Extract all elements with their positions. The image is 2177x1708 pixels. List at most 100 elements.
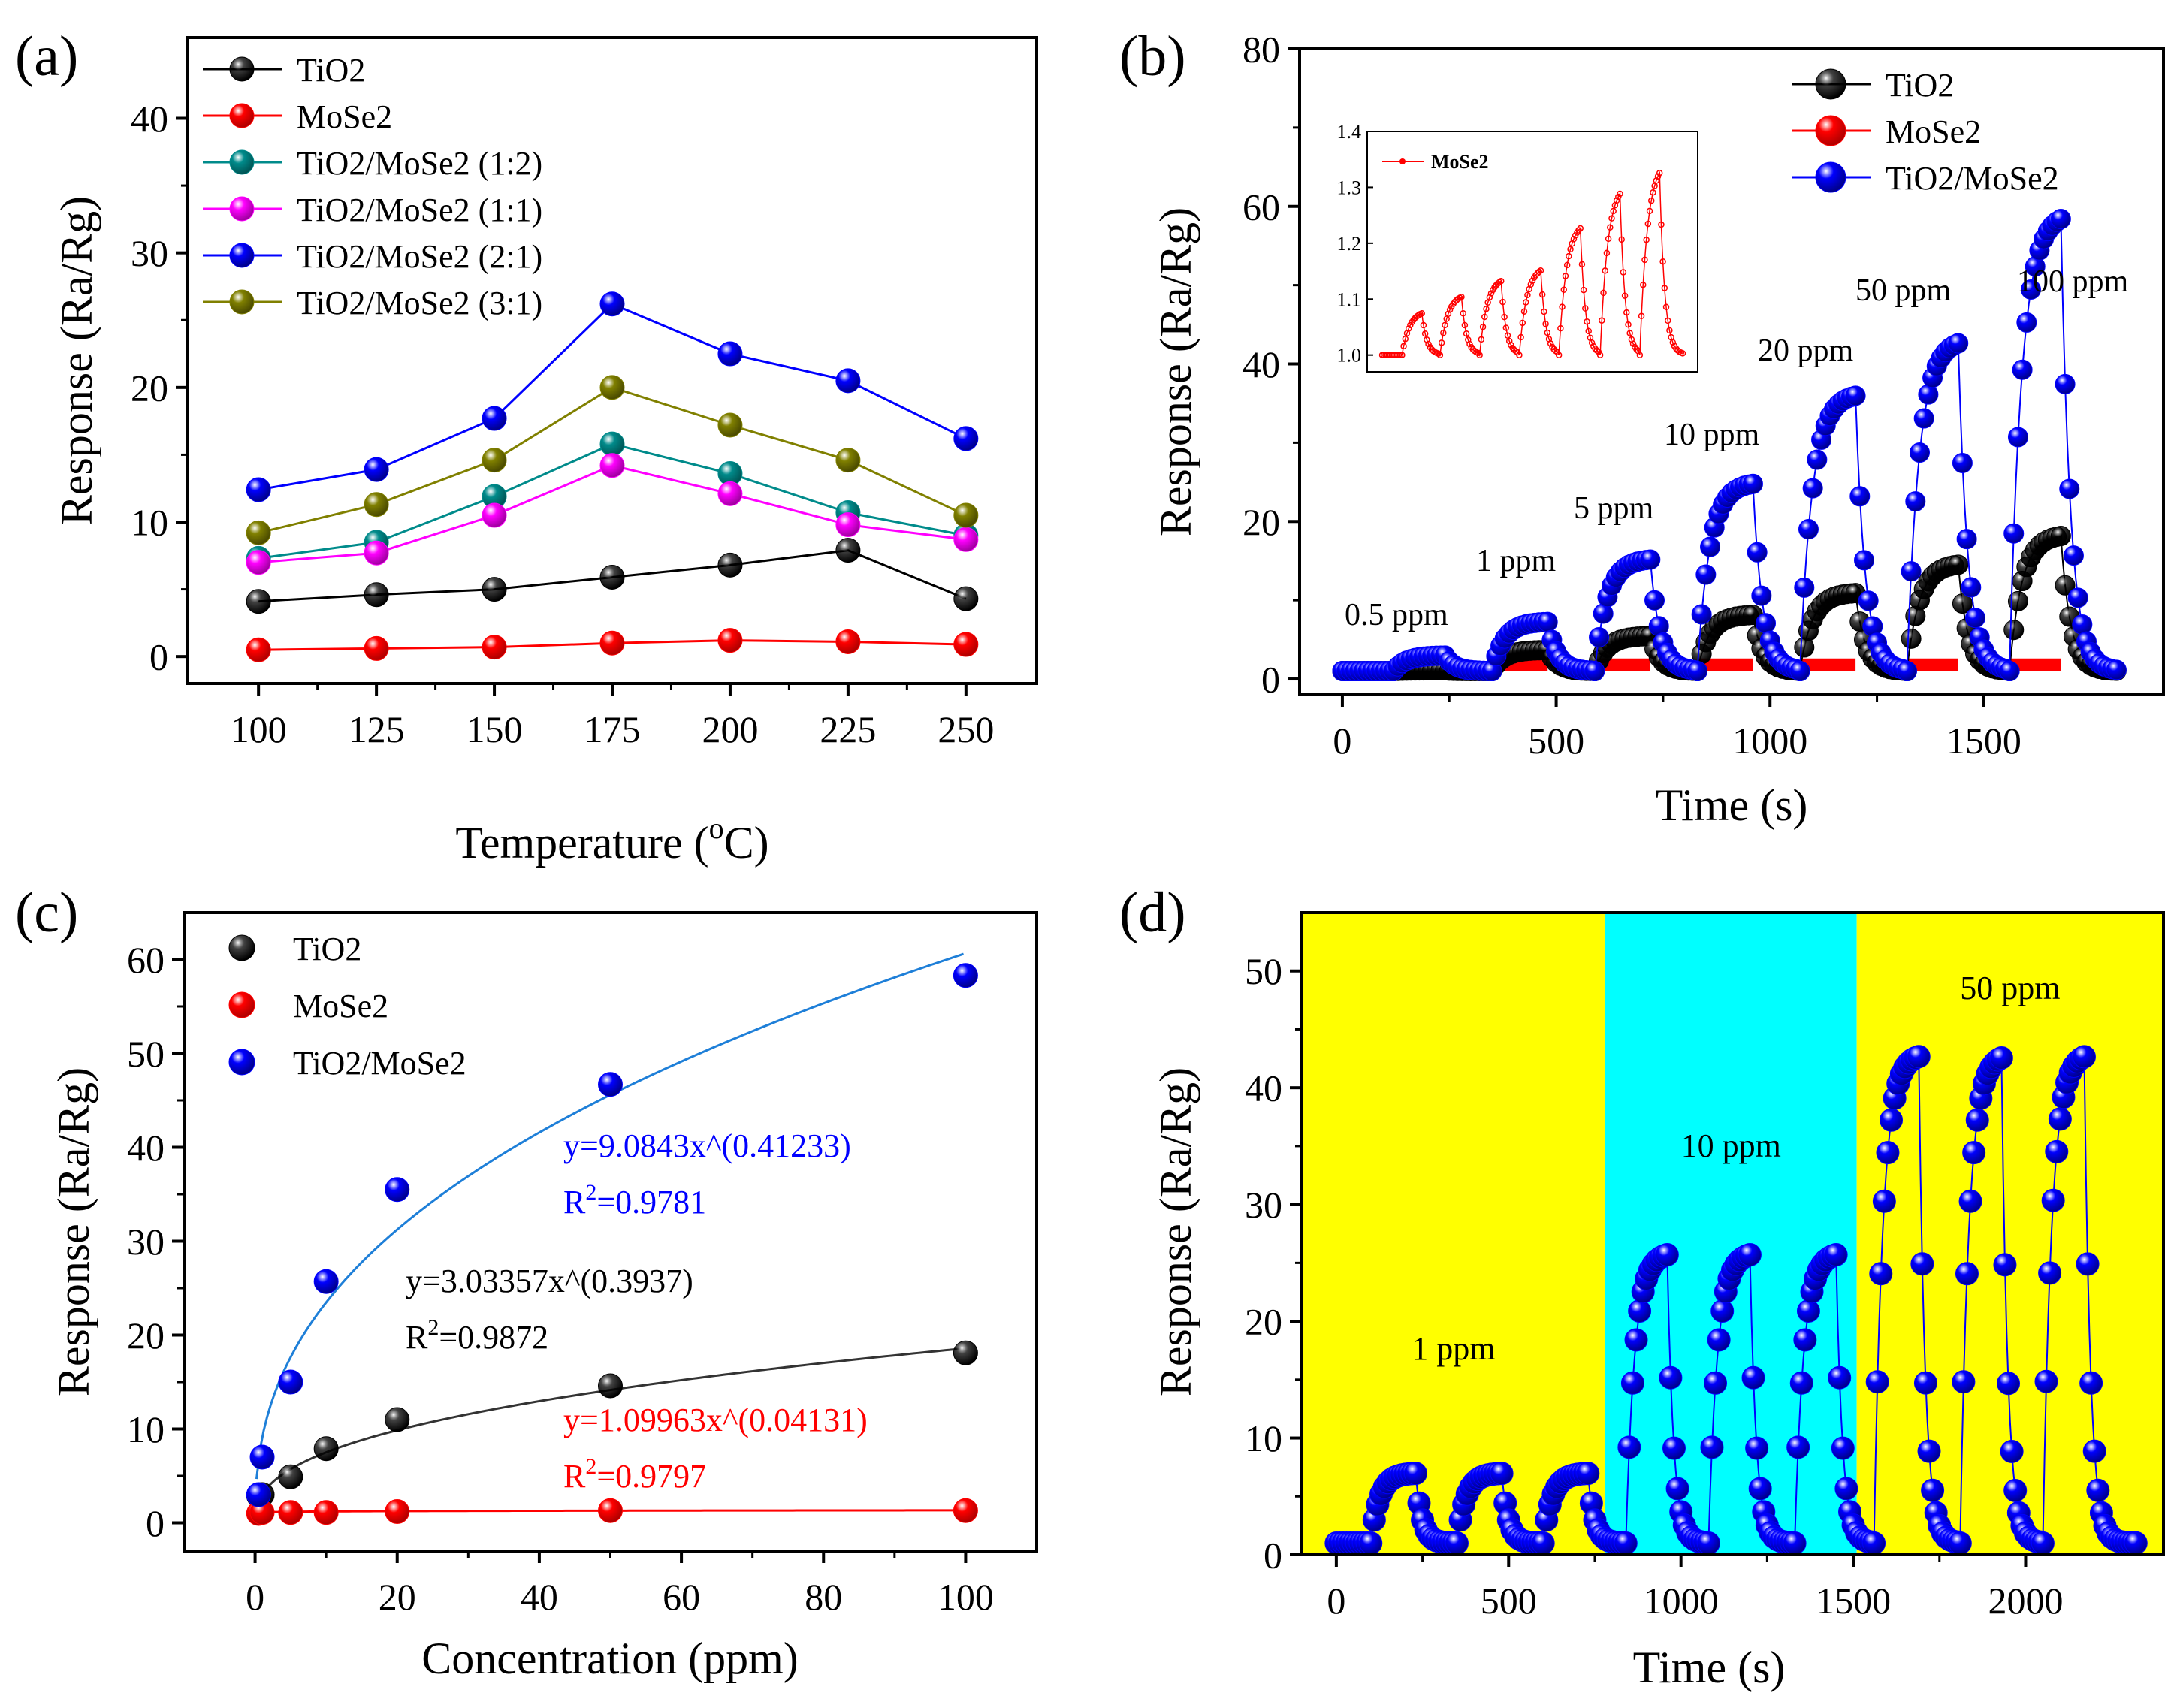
panel-d-point [1831, 1436, 1855, 1460]
panel-c-point [953, 1498, 978, 1523]
panel-c-x-tick-label: 80 [805, 1576, 842, 1618]
panel-d-point [1786, 1435, 1810, 1459]
panel-c-point [249, 1444, 275, 1470]
panel-b-point [1691, 604, 1712, 625]
panel-c-y-tick-label: 0 [146, 1502, 165, 1544]
panel-d-point [1865, 1370, 1889, 1394]
panel-b-concentration-label: 0.5 ppm [1345, 598, 1448, 632]
panel-d-point [1834, 1477, 1858, 1501]
panel-b-inset-point [1483, 306, 1490, 312]
panel-b-inset-point [1647, 197, 1655, 204]
panel-b-inset-point [1502, 324, 1510, 331]
panel-d-point [1876, 1141, 1900, 1165]
panel-b-inset-point [1679, 350, 1686, 357]
panel-b-inset-y-tick-label: 1.1 [1337, 288, 1362, 310]
panel-b-inset-point [1638, 312, 1645, 320]
panel-b-mose2-pulse [1907, 658, 1958, 671]
panel-c-fit-equations: y=3.03357x^(0.3937) R2=0.9872 y=1.09963x^(… [406, 1127, 868, 1495]
panel-a-point [717, 628, 743, 653]
panel-a-legend-label: MoSe2 [297, 98, 392, 135]
panel-a-point [953, 426, 979, 451]
panel-b-point [1956, 529, 1977, 550]
panel-b-point [2021, 279, 2042, 300]
panel-d-y-tick-label: 10 [1245, 1417, 1282, 1459]
panel-b-inset-point [1578, 261, 1586, 268]
panel-a-point [599, 291, 625, 317]
panel-d-y-tick-label: 0 [1264, 1534, 1282, 1577]
panel-d-point [1700, 1435, 1724, 1459]
panel-b-inset-point [1646, 207, 1653, 215]
panel-d-point [1828, 1365, 1852, 1390]
panel-d-region [1605, 913, 1857, 1555]
panel-d-region-label: 10 ppm [1681, 1127, 1781, 1164]
panel-a-point [953, 632, 979, 657]
panel-a-point [364, 457, 389, 482]
panel-d-point [1490, 1462, 1514, 1486]
panel-a-legend-label: TiO2/MoSe2 (2:1) [297, 238, 542, 275]
panel-d-point [2086, 1478, 2110, 1502]
panel-b-y-tick-label: 40 [1242, 343, 1280, 385]
panel-c-y-axis-label: Response (Ra/Rg) [49, 1067, 98, 1396]
panel-b-inset-point [1446, 306, 1454, 313]
panel-b-point [1802, 478, 1823, 499]
panel-d-point [1796, 1299, 1820, 1323]
panel-b-point [1905, 491, 1926, 512]
panel-a-series [246, 291, 979, 662]
panel-b-point [1807, 449, 1828, 470]
panel-b-inset-point [1599, 317, 1605, 324]
panel-b-y-axis-label: Response (Ra/Rg) [1151, 207, 1200, 536]
panel-d-point [1445, 1531, 1469, 1555]
panel-a-point [717, 552, 743, 578]
panel-b-inset-point [1537, 267, 1544, 274]
panel-b-inset-point [1605, 235, 1612, 243]
panel-d-point [1948, 1531, 1972, 1555]
panel-d-point [1696, 1531, 1720, 1555]
panel-b-y-tick-label: 60 [1242, 186, 1280, 228]
panel-b-point [2055, 373, 2076, 394]
panel-c-x-tick-label: 0 [246, 1576, 264, 1618]
panel-b-inset-point [1620, 269, 1627, 276]
panel-b-point [1747, 542, 1768, 563]
panel-d-point [1907, 1045, 1931, 1069]
panel-d-background-regions: 1 ppm 10 ppm 50 ppm [1302, 913, 2163, 1555]
panel-b-legend-marker [1815, 115, 1846, 146]
panel-d-point [1710, 1299, 1735, 1323]
panel-b-inset-point [1559, 303, 1566, 310]
panel-b-point [2003, 523, 2025, 544]
panel-c-fit-equation: y=3.03357x^(0.3937) [406, 1263, 693, 1299]
panel-b-inset-point [1497, 278, 1505, 285]
panel-a-legend-label: TiO2/MoSe2 (1:1) [297, 192, 542, 228]
panel-d-point [1824, 1243, 1848, 1267]
panel-b-point [1896, 661, 1917, 682]
panel-d-point [1628, 1299, 1652, 1323]
panel-d-point [1910, 1252, 1934, 1276]
panel-d-y-tick-label: 50 [1245, 950, 1282, 992]
panel-a-legend-label: TiO2/MoSe2 (1:2) [297, 145, 542, 182]
panel-a-point [482, 406, 507, 431]
panel-b-inset-point [1435, 350, 1442, 357]
panel-a-y-tick-label: 40 [131, 98, 168, 140]
panel-a-point [835, 448, 861, 473]
panel-a-legend-marker [229, 56, 255, 82]
panel-b-point [1756, 613, 1777, 634]
panel-b-point [2012, 359, 2033, 380]
panel-a-y-axis-label: Response (Ra/Rg) [52, 196, 101, 525]
panel-b: (b) 0 500 1000 1500 0 20 40 60 80 0.5 ppm 1 ppm 5 … [1119, 25, 2165, 830]
panel-b-inset-point [1560, 286, 1568, 294]
panel-b-point [2072, 614, 2093, 635]
panel-b-y-tick-label: 20 [1242, 501, 1280, 543]
panel-c-y-tick-label: 30 [127, 1221, 165, 1263]
panel-c-point [598, 1373, 623, 1399]
panel-b-point [1751, 585, 1772, 606]
panel-b-point [1640, 549, 1661, 570]
panel-a-x-tick-label: 225 [820, 708, 876, 750]
panel-a-y-tick-label: 20 [131, 367, 168, 409]
panel-b-inset-point [1608, 215, 1615, 222]
panel-d-point [2072, 1045, 2096, 1069]
panel-d-region [1302, 913, 1605, 1555]
panel-b-y-tick-label: 0 [1261, 659, 1280, 701]
panel-a-legend-marker [229, 289, 255, 315]
panel-a-axes: 100 125 150 175 200 225 250 0 10 20 30 40 [131, 98, 994, 750]
panel-b-point [1849, 486, 1871, 507]
